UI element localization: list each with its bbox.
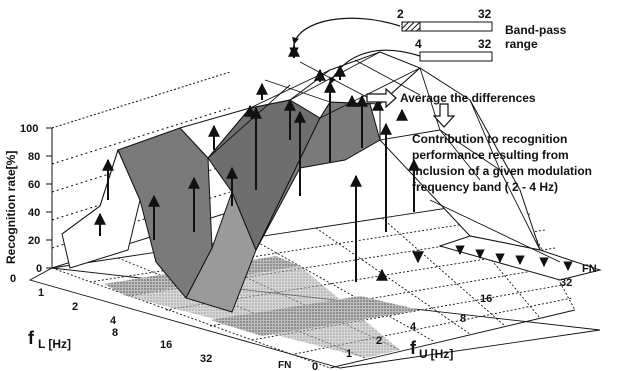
fu-tick-8: 8 [460, 313, 466, 325]
pointer-curves [292, 17, 421, 85]
fl-tick-32: 32 [200, 353, 212, 365]
fu-tick-2: 2 [376, 335, 382, 347]
contribution-line-3: inclusion of a given modulation [412, 164, 592, 178]
fl-axis-label-main: f [28, 328, 35, 348]
legend-bar-2-open [419, 51, 493, 62]
fu-tick-16: 16 [480, 293, 492, 305]
fl-axis-label-sub: L [38, 337, 45, 351]
fu-axis-label-main: f [410, 338, 417, 358]
fl-tick-fn: FN [278, 360, 291, 371]
fl-axis-label-unit: [Hz] [48, 337, 71, 351]
contribution-line-1: Contribution to recognition [412, 132, 567, 146]
hollow-arrow-down [432, 103, 456, 128]
legend-bar-1-hatched [401, 21, 421, 32]
z-tick-20: 20 [28, 235, 40, 247]
surface [61, 51, 602, 313]
difference-arrows [94, 44, 424, 282]
fl-axis-label: f L [Hz] [28, 328, 71, 351]
fu-tick-labels: 0 1 2 4 8 16 32 FN [312, 263, 597, 371]
fl-tick-16: 16 [160, 339, 172, 351]
contribution-line-2: performance resulting from [412, 148, 569, 162]
average-label: Average the differences [400, 91, 536, 105]
legend-bar-2-low: 4 [415, 37, 422, 51]
legend-bar-1-high: 32 [478, 7, 492, 21]
legend-bar-1-low: 2 [397, 7, 404, 21]
contribution-line-4: frequency band ( 2 - 4 Hz) [412, 180, 558, 194]
z-tick-labels: 0 20 40 60 80 100 [20, 123, 42, 275]
z-tick-marks [46, 127, 52, 269]
z-tick-100: 100 [20, 123, 38, 135]
fu-tick-32: 32 [560, 277, 572, 289]
fl-tick-0: 0 [10, 273, 16, 285]
contribution-text: Contribution to recognition performance … [412, 132, 592, 194]
small-down-arrows [289, 44, 573, 271]
z-tick-0: 0 [36, 263, 42, 275]
fu-axis-label-unit: [Hz] [431, 347, 454, 361]
z-tick-60: 60 [28, 179, 40, 191]
fu-axis-label-sub: U [419, 347, 428, 361]
legend-title-line2: range [505, 37, 538, 51]
fu-axis-label: f U [Hz] [410, 338, 453, 361]
fu-tick-1: 1 [346, 348, 352, 360]
fl-tick-8: 8 [112, 327, 118, 339]
fl-tick-labels: 0 1 2 4 8 16 32 FN [10, 273, 291, 371]
z-axis-label: Recognition rate[%] [4, 151, 18, 264]
legend: 2 32 4 32 Band-pass range [397, 7, 567, 62]
fl-tick-2: 2 [72, 301, 78, 313]
fl-tick-4: 4 [110, 315, 117, 327]
hollow-arrow-right [366, 87, 397, 109]
z-tick-40: 40 [28, 207, 40, 219]
legend-title-line1: Band-pass [505, 23, 567, 37]
z-tick-80: 80 [28, 151, 40, 163]
legend-bar-2-high: 32 [478, 37, 492, 51]
fl-tick-1: 1 [38, 287, 44, 299]
fu-tick-0: 0 [312, 361, 318, 371]
legend-bar-1-open [419, 21, 493, 32]
fu-tick-fn: FN [582, 263, 597, 275]
fu-tick-4: 4 [410, 321, 417, 333]
